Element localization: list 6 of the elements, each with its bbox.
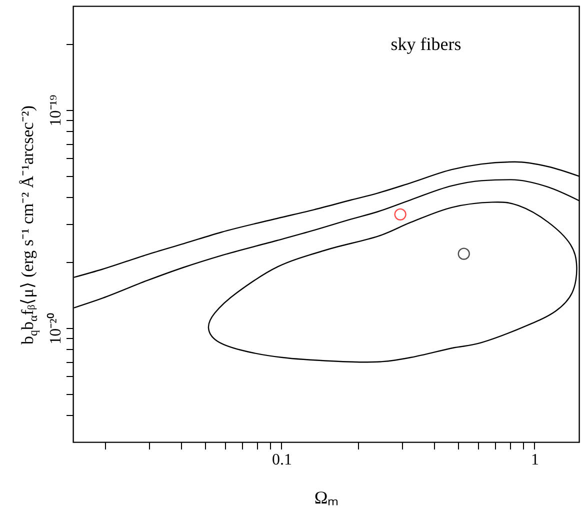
x-tick-label: 0.1	[272, 452, 292, 468]
x-tick-label: 1	[530, 452, 539, 468]
x-axis-title: Ωₘ	[314, 488, 339, 508]
y-tick-label: 10⁻²⁰	[46, 312, 64, 344]
y-tick-label: 10⁻¹⁹	[48, 94, 64, 126]
annotation: sky fibers	[390, 34, 462, 54]
